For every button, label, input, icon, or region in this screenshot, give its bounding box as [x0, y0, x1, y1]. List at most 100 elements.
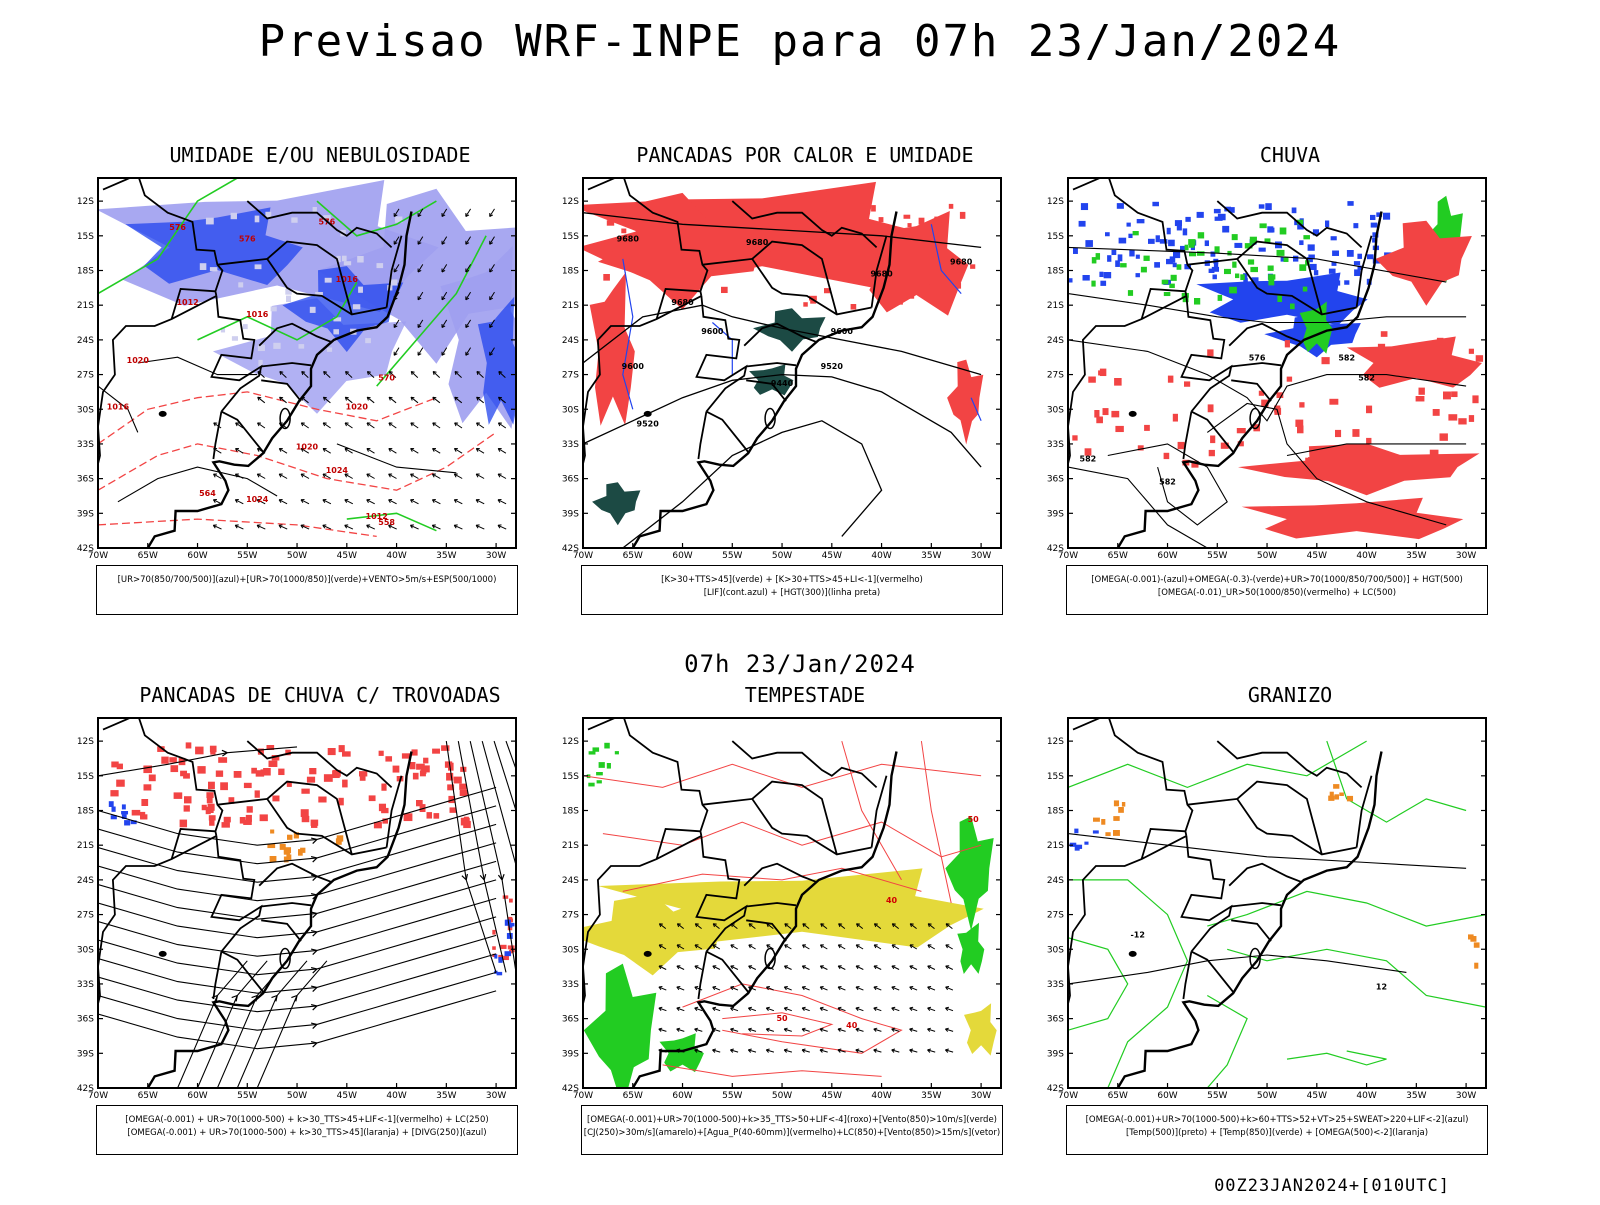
- wind-vector-head: [476, 371, 481, 376]
- contour-label: 9680: [671, 298, 694, 307]
- contour-label: 12: [1376, 983, 1387, 992]
- wind-vector: [366, 524, 376, 530]
- shaded-cell: [494, 954, 498, 959]
- wind-vector-head: [366, 499, 371, 503]
- lat-tick-label: 39S: [1047, 1049, 1064, 1059]
- shaded-cell: [300, 809, 309, 818]
- shaded-area: [318, 188, 516, 364]
- wind-vector-head: [410, 499, 415, 503]
- shaded-cell: [318, 796, 327, 803]
- streamline-arrow: [310, 967, 318, 974]
- wind-vector: [441, 236, 448, 245]
- shaded-cell: [1377, 343, 1386, 350]
- contour-line: [622, 258, 634, 410]
- shaded-cell: [1286, 376, 1293, 382]
- wind-vector: [748, 923, 756, 929]
- wind-vector: [712, 1049, 721, 1053]
- wind-vector-head: [909, 1006, 914, 1012]
- shaded-cell: [935, 236, 943, 242]
- shaded-cell: [1118, 237, 1127, 244]
- wind-vector-head: [257, 422, 262, 427]
- shaded-cell: [738, 210, 745, 215]
- shaded-cell: [598, 762, 605, 768]
- wind-vector-head: [927, 965, 932, 970]
- wind-vector-head: [801, 1048, 806, 1053]
- shaded-cell: [1383, 212, 1391, 220]
- shaded-cell: [1129, 249, 1135, 257]
- lon-tick-label: 50W: [772, 1091, 792, 1101]
- wind-vector: [367, 371, 375, 378]
- shaded-cell: [441, 745, 450, 751]
- wind-vector-head: [945, 965, 950, 970]
- wind-vector: [432, 371, 441, 378]
- lon-tick-label: 60W: [1157, 551, 1177, 561]
- shaded-cell: [1448, 414, 1458, 421]
- shaded-cell: [459, 789, 468, 796]
- shaded-cell: [1207, 349, 1214, 357]
- shaded-cell: [1168, 239, 1175, 247]
- lat-tick-label: 33S: [77, 440, 94, 450]
- contour-line: [316, 200, 437, 237]
- shaded-cell: [385, 756, 393, 762]
- wind-vector-head: [712, 944, 717, 949]
- wind-vector: [658, 1007, 667, 1012]
- wind-vector-head: [748, 1027, 752, 1032]
- wind-vector: [927, 1049, 936, 1053]
- shaded-cell: [1176, 225, 1182, 231]
- shaded-cell: [1114, 378, 1122, 386]
- wind-vector: [278, 524, 288, 530]
- shaded-cell: [376, 263, 384, 269]
- wind-vector: [766, 1007, 775, 1012]
- shaded-cell: [233, 771, 242, 778]
- shaded-cell: [767, 237, 775, 245]
- wind-vector: [432, 448, 441, 454]
- lat-tick-label: 18S: [562, 807, 579, 817]
- wind-vector-head: [322, 396, 327, 401]
- streamline-arrow: [479, 873, 487, 881]
- lat-tick-label: 15S: [562, 232, 579, 242]
- wind-vector: [856, 923, 864, 929]
- wind-vector-head: [388, 371, 393, 376]
- contour-line: [98, 746, 298, 777]
- shaded-cell: [392, 765, 400, 773]
- shaded-cell: [201, 804, 207, 811]
- shaded-cell: [1325, 220, 1330, 227]
- streamline-arrow: [310, 930, 318, 937]
- shaded-cell: [850, 304, 857, 310]
- wind-vector: [712, 1007, 721, 1012]
- shaded-cell: [243, 782, 252, 789]
- contour-line: [622, 420, 883, 548]
- wind-vector: [454, 422, 463, 429]
- wind-vector: [676, 965, 685, 970]
- lat-tick-label: 18S: [1047, 807, 1064, 817]
- contour-line: [1068, 466, 1208, 548]
- wind-vector-head: [873, 1006, 878, 1012]
- shaded-cell: [1210, 435, 1216, 444]
- shaded-cell: [970, 264, 976, 269]
- contour-label: 1020: [296, 443, 319, 452]
- lat-tick-label: 42S: [77, 544, 94, 554]
- shaded-cell: [1115, 260, 1120, 267]
- wind-vector: [820, 944, 828, 950]
- legend-box: [OMEGA(-0.001)+UR>70(1000-500)+k>35_TTS>…: [581, 1105, 1003, 1155]
- wind-vector: [393, 208, 400, 217]
- wind-vector-head: [927, 923, 932, 928]
- shaded-cell: [503, 955, 509, 961]
- wind-vector: [300, 448, 310, 454]
- shaded-cell: [1353, 261, 1361, 266]
- shaded-cell: [1329, 791, 1334, 798]
- shaded-cell: [1220, 442, 1229, 449]
- contour-line: [117, 466, 278, 503]
- panel-title: PANCADAS POR CALOR E UMIDADE: [636, 143, 974, 167]
- shaded-cell: [1313, 270, 1319, 276]
- run-code: 00Z23JAN2024+[010UTC]: [1214, 1176, 1450, 1196]
- shaded-cell: [343, 261, 352, 266]
- wind-vector-head: [432, 422, 437, 427]
- shaded-cell: [935, 231, 944, 236]
- wind-vector: [322, 499, 332, 505]
- shaded-cell: [1173, 251, 1181, 259]
- shaded-cell: [1258, 247, 1266, 252]
- shaded-cell: [170, 765, 179, 773]
- wind-vector-head: [837, 1006, 842, 1012]
- wind-vector: [256, 524, 266, 530]
